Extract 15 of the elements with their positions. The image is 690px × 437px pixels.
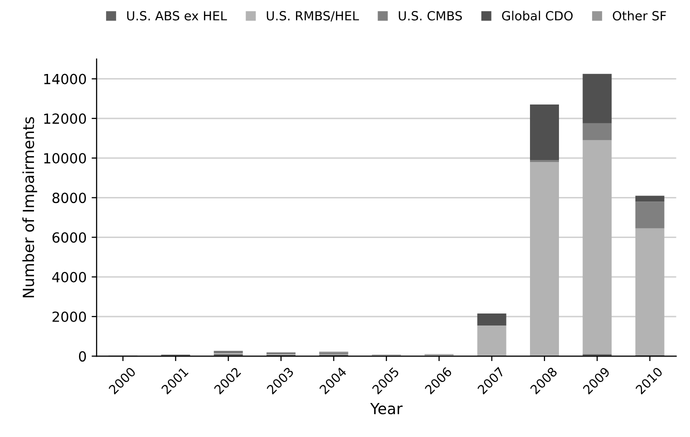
legend-label: Global CDO xyxy=(502,10,573,20)
legend-label: Other SF xyxy=(612,10,666,20)
y-tick-label: 12000 xyxy=(44,113,86,124)
y-tick-label: 14000 xyxy=(44,74,86,84)
y-tick-label: 4000 xyxy=(52,272,86,282)
legend-label: U.S. CMBS xyxy=(398,11,462,20)
y-tick-label: 0 xyxy=(78,351,86,362)
legend-label: U.S. ABS ex HEL xyxy=(127,11,227,20)
x-axis-title: Year xyxy=(370,402,403,414)
y-tick-label: 8000 xyxy=(52,192,86,204)
y-tick-label: 2000 xyxy=(52,312,86,322)
y-tick-label: 10000 xyxy=(44,153,86,164)
y-tick-label: 6000 xyxy=(52,232,86,243)
legend-label: U.S. RMBS/HEL xyxy=(266,11,359,22)
y-axis-title: Number of Impairments xyxy=(22,117,38,298)
